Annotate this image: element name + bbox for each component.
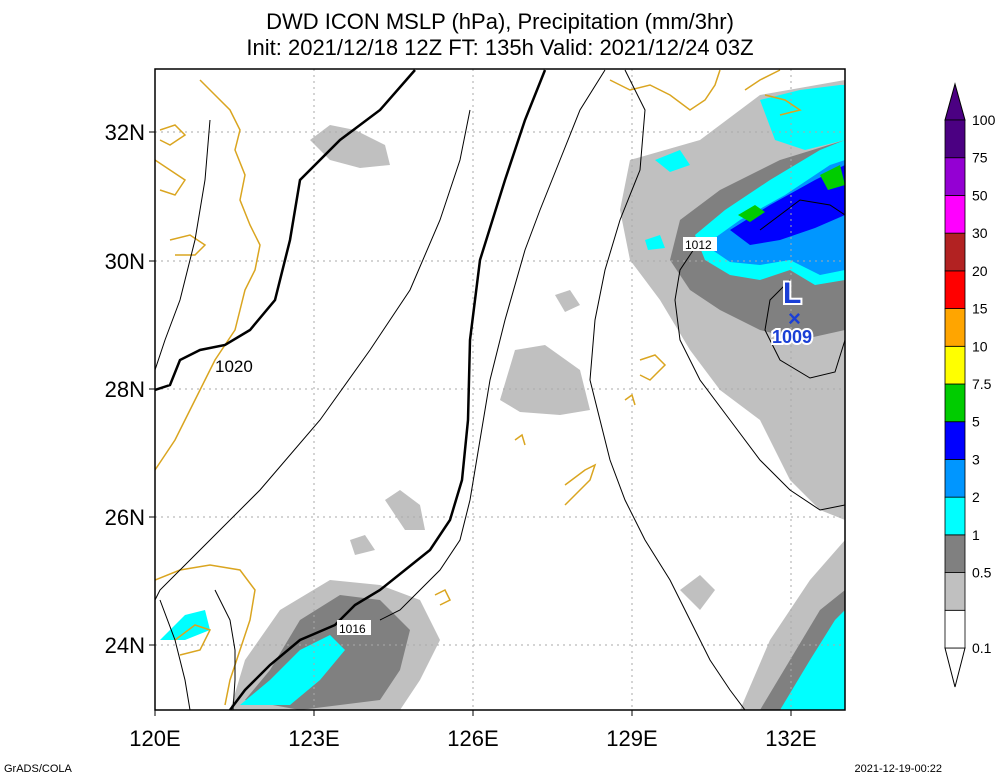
precip-patch-2	[500, 345, 590, 415]
footer-software-credit: GrADS/COLA	[4, 763, 72, 775]
low-pressure-value-halo: 1009	[772, 327, 812, 347]
legend-level-label: 2	[972, 489, 980, 505]
precip-green-1	[738, 205, 765, 222]
map-title-line1: DWD ICON MSLP (hPa), Precipitation (mm/3…	[266, 9, 734, 34]
precip-cyan-small-1	[645, 235, 665, 250]
legend-color-box	[944, 270, 966, 309]
precip-patch-1	[310, 125, 390, 168]
lat-label-26n: 26N	[105, 505, 145, 530]
map-title-line2: Init: 2021/12/18 12Z FT: 135h Valid: 202…	[246, 35, 754, 60]
lon-label-126e: 126E	[447, 726, 498, 751]
precip-patch-3	[385, 490, 425, 530]
legend-color-box	[944, 609, 966, 649]
lon-label-123e: 123E	[288, 726, 339, 751]
precip-green-2	[820, 165, 845, 190]
legend-level-label: 3	[972, 451, 980, 467]
precip-cyan-north	[760, 85, 845, 150]
low-symbol-fill: L	[783, 277, 801, 310]
precip-darkblue-east	[730, 165, 845, 245]
precip-patch-4	[350, 535, 375, 555]
legend-color-box	[944, 383, 966, 423]
isobar-label-1020: 1020	[215, 357, 253, 376]
legend-level-label: 5	[972, 414, 980, 430]
isobar-label-1016: 1016	[339, 622, 366, 636]
legend-level-label: 7.5	[972, 376, 992, 392]
legend-level-label: 0.1	[972, 640, 992, 656]
legend-level-label: 30	[972, 225, 988, 241]
isobars	[155, 69, 845, 710]
precip-cyan-se	[780, 610, 845, 710]
legend-level-label: 10	[972, 338, 988, 354]
legend-level-label: 15	[972, 301, 988, 317]
lon-label-129e: 129E	[606, 726, 657, 751]
graticule	[155, 69, 845, 710]
legend-top-arrow	[944, 82, 966, 121]
legend-level-label: 50	[972, 187, 988, 203]
low-pressure-center: L L × 1009 1009	[770, 275, 814, 349]
lat-label-30n: 30N	[105, 249, 145, 274]
legend-level-label: 75	[972, 150, 988, 166]
legend-level-label: 20	[972, 263, 988, 279]
legend-color-box	[944, 345, 966, 385]
legend-color-box	[944, 157, 966, 196]
legend-color-box	[944, 534, 966, 573]
precip-legend: 0.1 0.5 1 2 3 5 7.5 10 15 20 30 50 75 100	[944, 82, 996, 688]
legend-color-box	[944, 119, 966, 159]
legend-color-box	[944, 195, 966, 234]
precip-cyan-small-2	[655, 150, 690, 172]
legend-level-label: 1	[972, 527, 980, 543]
legend-color-box	[944, 308, 966, 347]
lon-label-132e: 132E	[765, 726, 816, 751]
lat-label-32n: 32N	[105, 120, 145, 145]
legend-color-box	[944, 421, 966, 460]
precip-patch-5	[680, 575, 715, 610]
precip-patch-6	[555, 290, 580, 312]
legend-color-box	[944, 459, 966, 498]
legend-level-label: 100	[972, 112, 996, 128]
lon-label-120e: 120E	[129, 726, 180, 751]
legend-color-box	[944, 496, 966, 536]
coastlines	[155, 69, 802, 706]
low-pressure-value: 1009	[772, 327, 812, 347]
lat-label-24n: 24N	[105, 633, 145, 658]
low-symbol: L	[783, 277, 801, 310]
legend-color-box	[944, 232, 966, 272]
axis-ticks	[149, 131, 792, 716]
precip-cyan-sw	[240, 635, 345, 705]
footer-timestamp: 2021-12-19-00:22	[854, 763, 942, 775]
legend-level-label: 0.5	[972, 565, 992, 581]
bold-isobars	[155, 69, 547, 710]
low-center-marker: ×	[788, 306, 801, 331]
isobar-label-1012: 1012	[685, 238, 712, 252]
lat-label-28n: 28N	[105, 377, 145, 402]
legend-color-box	[944, 572, 966, 611]
legend-bottom-arrow	[944, 647, 966, 688]
